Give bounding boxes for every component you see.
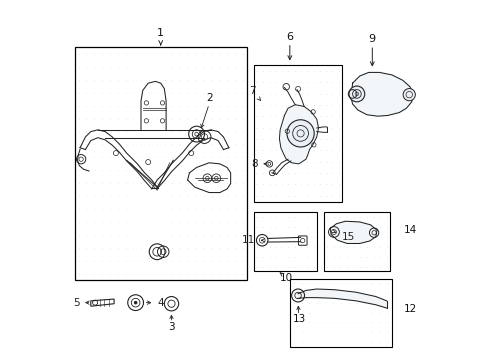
Text: 4: 4 — [147, 298, 164, 308]
Text: 12: 12 — [403, 304, 417, 314]
Bar — [290, 279, 392, 347]
Circle shape — [403, 89, 416, 101]
Bar — [254, 212, 317, 271]
Text: 9: 9 — [369, 34, 376, 44]
Text: 5: 5 — [73, 298, 89, 308]
Bar — [324, 212, 390, 271]
Text: 10: 10 — [280, 273, 293, 283]
Text: 3: 3 — [168, 322, 175, 332]
Circle shape — [287, 120, 314, 147]
Circle shape — [349, 86, 365, 102]
Bar — [74, 47, 247, 280]
Polygon shape — [330, 221, 377, 243]
Text: 8: 8 — [251, 159, 268, 169]
Text: 13: 13 — [293, 314, 306, 324]
Text: 1: 1 — [157, 28, 164, 38]
Circle shape — [134, 301, 137, 304]
Text: 2: 2 — [206, 93, 213, 103]
Polygon shape — [298, 289, 387, 308]
Polygon shape — [351, 72, 414, 116]
Text: 7: 7 — [249, 86, 261, 100]
Text: 11: 11 — [242, 235, 265, 245]
Text: 15: 15 — [332, 230, 355, 242]
Text: 14: 14 — [403, 225, 417, 235]
Bar — [254, 65, 342, 202]
Text: 6: 6 — [286, 32, 294, 41]
Polygon shape — [279, 105, 318, 164]
